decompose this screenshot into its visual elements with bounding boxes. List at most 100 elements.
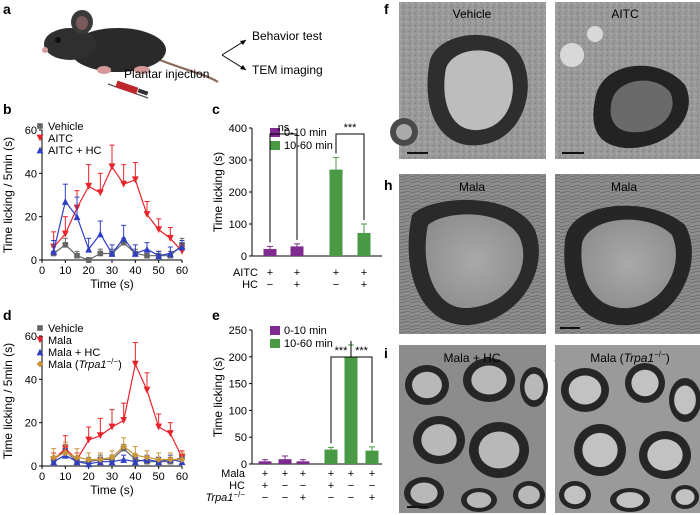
legend-label: Mala	[48, 335, 73, 347]
condition-sign: −	[328, 492, 334, 504]
condition-row-label: AITC	[233, 267, 258, 279]
data-point	[61, 198, 69, 205]
condition-sign: +	[333, 267, 339, 279]
data-point	[143, 245, 151, 253]
mouse-nose	[42, 47, 48, 53]
y-tick-label: 0	[31, 255, 37, 267]
data-point	[108, 163, 116, 171]
y-tick-label: 20	[25, 212, 37, 224]
data-point	[120, 180, 128, 188]
panel-a: a Plantar injection Behavior test TEM im…	[3, 1, 323, 99]
x-tick-label: 40	[129, 265, 141, 277]
data-point	[96, 456, 104, 463]
mouse-paw	[97, 66, 111, 74]
data-point	[131, 458, 139, 466]
bar	[290, 246, 304, 256]
data-point	[155, 456, 163, 463]
y-tick-label: 100	[229, 405, 247, 417]
mouse-eye	[55, 37, 61, 43]
y-tick-label: 250	[229, 325, 247, 337]
data-point	[155, 423, 163, 431]
series-vehicle	[50, 237, 185, 263]
data-point	[50, 458, 58, 466]
condition-sign: +	[294, 267, 300, 279]
condition-sign: −	[267, 279, 273, 291]
legend-marker	[36, 146, 44, 154]
tem-label-g: AITC	[611, 7, 639, 21]
data-point	[97, 250, 104, 257]
bar	[278, 459, 292, 464]
axon	[518, 485, 540, 505]
fiber-cluster-j	[559, 363, 700, 512]
legend-label: Mala (Trpa1−/−)	[48, 357, 122, 371]
data-point	[120, 234, 128, 242]
bar	[324, 449, 338, 464]
data-point	[131, 451, 139, 459]
x-tick-label: 0	[39, 471, 45, 483]
series-line	[53, 362, 183, 461]
legend-marker	[37, 325, 43, 331]
x-tick-label: 30	[106, 471, 118, 483]
legend-swatch	[270, 128, 280, 137]
condition-sign: +	[262, 468, 268, 480]
data-point	[143, 386, 151, 394]
outcome-behavior: Behavior test	[252, 29, 323, 43]
condition-sign: −	[348, 480, 354, 492]
data-point	[85, 436, 93, 444]
legend-marker	[36, 134, 44, 142]
data-point	[143, 453, 151, 461]
panel-e: e 0 50 100 150 200 250 Time licking (s) 0-10 mi…	[206, 307, 382, 504]
data-point	[155, 226, 163, 234]
series-aitc	[50, 144, 186, 255]
neighbor-axon-f	[396, 124, 412, 140]
legend-label: 0-10 min	[284, 325, 327, 337]
y-tick-label: 0	[241, 459, 247, 471]
data-point	[166, 456, 174, 463]
x-tick-label: 20	[83, 265, 95, 277]
panel-letter-f: f	[384, 1, 389, 17]
axon	[471, 365, 507, 395]
y-tick-label: 100	[229, 219, 247, 231]
condition-sign: −	[300, 480, 306, 492]
data-point	[166, 430, 174, 437]
legend-label: Vehicle	[48, 323, 83, 335]
data-point	[120, 239, 127, 246]
data-point	[73, 453, 81, 461]
axon	[466, 492, 492, 508]
outcome-tem: TEM imaging	[252, 63, 323, 77]
y-tick-label: 400	[229, 123, 247, 135]
bar	[357, 232, 371, 256]
condition-sign: −	[333, 279, 339, 291]
y-axis-label: Time licking / 5min (s)	[1, 343, 15, 459]
condition-sign: −	[348, 492, 354, 504]
axon	[647, 439, 683, 471]
data-point	[74, 252, 80, 259]
bar	[296, 461, 310, 464]
syringe-icon	[107, 80, 149, 99]
legend-label: 10-60 min	[284, 140, 333, 152]
condition-sign: +	[262, 480, 268, 492]
panel-c: c 0 100 200 300 400 Time licking (s) 0-10 min1…	[211, 101, 382, 291]
data-point	[108, 458, 116, 466]
condition-sign: +	[328, 480, 334, 492]
y-tick-label: 50	[235, 432, 247, 444]
bar	[263, 248, 277, 256]
legend-label: 10-60 min	[284, 338, 333, 350]
y-tick-label: 60	[25, 125, 37, 137]
panel-letter-i: i	[384, 345, 388, 361]
legend-swatch	[270, 326, 280, 335]
data-point	[50, 247, 58, 255]
axon	[674, 385, 696, 415]
data-point	[50, 453, 58, 461]
y-axis-label: Time licking / 5min (s)	[1, 137, 15, 253]
mouse-tail	[159, 58, 219, 83]
y-tick-label: 0	[241, 251, 247, 263]
data-point	[73, 458, 81, 466]
axon	[675, 489, 695, 505]
tem-label-f: Vehicle	[453, 7, 492, 21]
y-tick-label: 40	[25, 168, 37, 180]
condition-sign: +	[369, 468, 375, 480]
legend-label: AITC + HC	[48, 145, 102, 157]
axon	[421, 424, 457, 456]
mouse-inner-ear	[76, 16, 88, 30]
